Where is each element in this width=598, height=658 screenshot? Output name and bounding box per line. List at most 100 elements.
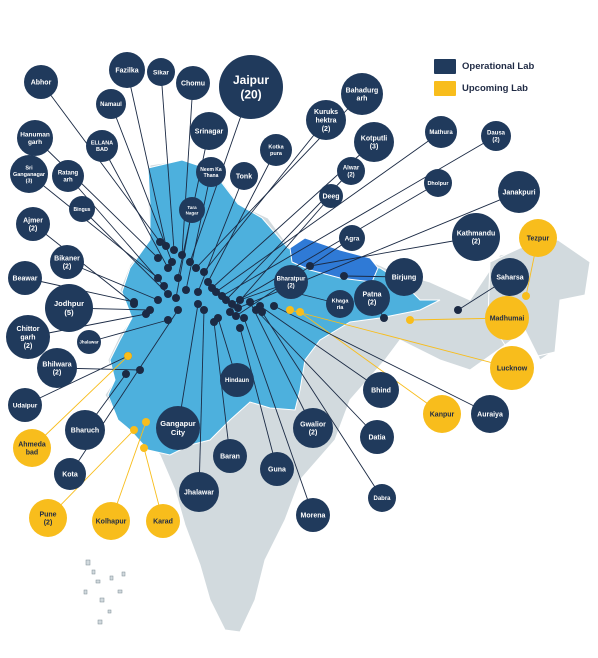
location-dot-alwar — [222, 296, 230, 304]
lab-bubble-saharsa[interactable]: Saharsa — [491, 258, 529, 296]
lab-bubble-fazilka[interactable]: Fazilka — [109, 52, 145, 88]
lab-bubble-patna[interactable]: Patna (2) — [354, 280, 390, 316]
lab-bubble-jodhpur[interactable]: Jodhpur(5) — [45, 284, 93, 332]
lab-bubble-kotputli[interactable]: Kotputli (3) — [354, 122, 394, 162]
lab-bubble-kathmandu[interactable]: Kathmandu (2) — [452, 213, 500, 261]
lab-bubble-pune[interactable]: Pune (2) — [29, 499, 67, 537]
lab-bubble-bharuch[interactable]: Bharuch — [65, 410, 105, 450]
lab-bubble-kolhapur[interactable]: Kolhapur — [92, 502, 130, 540]
leader-line-guna — [239, 327, 278, 470]
location-dot-pune — [130, 426, 138, 434]
lab-bubble-mathura[interactable]: Mathura — [425, 116, 457, 148]
leader-line-kanpur — [299, 311, 443, 415]
lab-bubble-abhor[interactable]: Abhor — [24, 65, 58, 99]
lab-bubble-guna[interactable]: Guna — [260, 452, 294, 486]
location-dot-sikar — [170, 246, 178, 254]
location-dot-ellanabad — [164, 264, 172, 272]
lab-label: Bharatpur — [277, 277, 306, 283]
location-dot-fazilka — [162, 242, 170, 250]
lab-label: Bahadurg — [346, 87, 379, 94]
lab-bubble-dausa[interactable]: Dausa(2) — [481, 121, 511, 151]
lab-bubble-beawar[interactable]: Beawar — [8, 261, 42, 295]
lab-bubble-dholpur[interactable]: Dholpur — [424, 169, 452, 197]
lab-label: (5) — [64, 308, 74, 317]
leader-line-deeg — [229, 195, 332, 313]
leader-line-kotkapura — [207, 149, 277, 283]
lab-bubble-circle — [45, 284, 93, 332]
lab-bubble-tonk[interactable]: Tonk — [230, 162, 258, 190]
lab-label: (2) — [44, 520, 53, 527]
lab-label: Chittor — [17, 326, 40, 333]
lab-bubble-lucknow[interactable]: Lucknow — [490, 346, 534, 390]
lab-label: (2) — [322, 126, 331, 133]
lab-bubble-hindaun[interactable]: Hindaun — [220, 363, 254, 397]
lab-bubble-auraiya[interactable]: Auraiya — [471, 395, 509, 433]
lab-bubble-udaipur[interactable]: Udaipur — [8, 388, 42, 422]
lab-bubble-morena[interactable]: Morena — [296, 498, 330, 532]
lab-bubble-birjung[interactable]: Birjung — [385, 258, 423, 296]
lab-bubble-bahadurgarh[interactable]: Bahadurg arh — [341, 73, 383, 115]
lab-bubble-bhind[interactable]: Bhind — [363, 372, 399, 408]
lab-bubble-jhalawar[interactable]: Jhalawar — [179, 472, 219, 512]
lab-bubble-madhumai[interactable]: Madhumai — [485, 296, 529, 340]
lab-bubble-bhilwara[interactable]: Bhilwara (2) — [37, 348, 77, 388]
lab-bubble-baran[interactable]: Baran — [213, 439, 247, 473]
lab-bubble-bikaner[interactable]: Bikaner (2) — [50, 245, 84, 279]
lab-bubble-circle — [24, 65, 58, 99]
lab-bubble-kota[interactable]: Kota — [54, 458, 86, 490]
lab-bubble-kanpur[interactable]: Kanpur — [423, 395, 461, 433]
lab-label: (2) — [63, 264, 72, 271]
lab-label: Ajmer — [23, 217, 43, 224]
lab-bubble-jhalawar_small[interactable]: Jhalawar — [77, 330, 101, 354]
lab-bubble-chomu[interactable]: Chomu — [176, 66, 210, 100]
lab-bubble-karad[interactable]: Karad — [146, 504, 180, 538]
lab-bubble-namaul[interactable]: Namaul — [96, 89, 126, 119]
lab-bubble-deeg[interactable]: Deeg — [319, 184, 343, 208]
lab-bubble-janakpuri[interactable]: Janakpuri — [498, 171, 540, 213]
lab-bubble-tezpur[interactable]: Tezpur — [519, 219, 557, 257]
leader-line-sikar — [160, 71, 175, 251]
lab-bubble-srinagar[interactable]: Srinagar — [190, 112, 228, 150]
lab-bubble-bharatpur[interactable]: Bharatpur(2) — [274, 265, 308, 299]
leader-line-udaipur — [24, 355, 129, 406]
lab-label: Kolhapur — [96, 519, 127, 526]
lab-bubble-agra[interactable]: Agra — [339, 225, 365, 251]
lab-label: Jhalawar — [184, 489, 214, 496]
lab-bubble-ajmer[interactable]: Ajmer (2) — [16, 207, 50, 241]
lab-bubble-dabra[interactable]: Dabra — [368, 484, 396, 512]
islands — [83, 559, 126, 625]
lab-bubble-alwar[interactable]: Alwar(2) — [337, 157, 365, 185]
lab-label: (2) — [472, 239, 481, 246]
location-dot-chomu — [178, 251, 186, 259]
lab-bubble-datia[interactable]: Datia — [360, 420, 394, 454]
lab-bubble-circle — [13, 429, 51, 467]
lab-bubble-jaipur[interactable]: Jaipur(20) — [219, 55, 283, 119]
leader-line-namaul — [110, 103, 173, 263]
location-dot-bingus — [164, 290, 172, 298]
lab-bubble-bingus[interactable]: Bingus — [69, 196, 95, 222]
lab-bubble-circle — [481, 121, 511, 151]
lab-bubble-sikar[interactable]: Sikar — [147, 58, 175, 86]
lab-label: (2) — [53, 370, 62, 377]
lab-bubble-circle — [196, 157, 226, 187]
lab-bubble-circle — [230, 162, 258, 190]
lab-label: Ratang — [58, 171, 79, 177]
lab-label: ELLANA — [91, 141, 113, 147]
leader-line-dholpur — [231, 182, 439, 305]
location-dot-taranagar — [172, 294, 180, 302]
lab-bubble-ahmedabad[interactable]: Ahmeda bad — [13, 429, 51, 467]
legend: Operational Lab Upcoming Lab — [434, 56, 534, 100]
lab-bubble-gwalior[interactable]: Gwalior (2) — [293, 408, 333, 448]
lab-bubble-kurukshetra[interactable]: Kuruks hektra(2) — [306, 100, 346, 140]
